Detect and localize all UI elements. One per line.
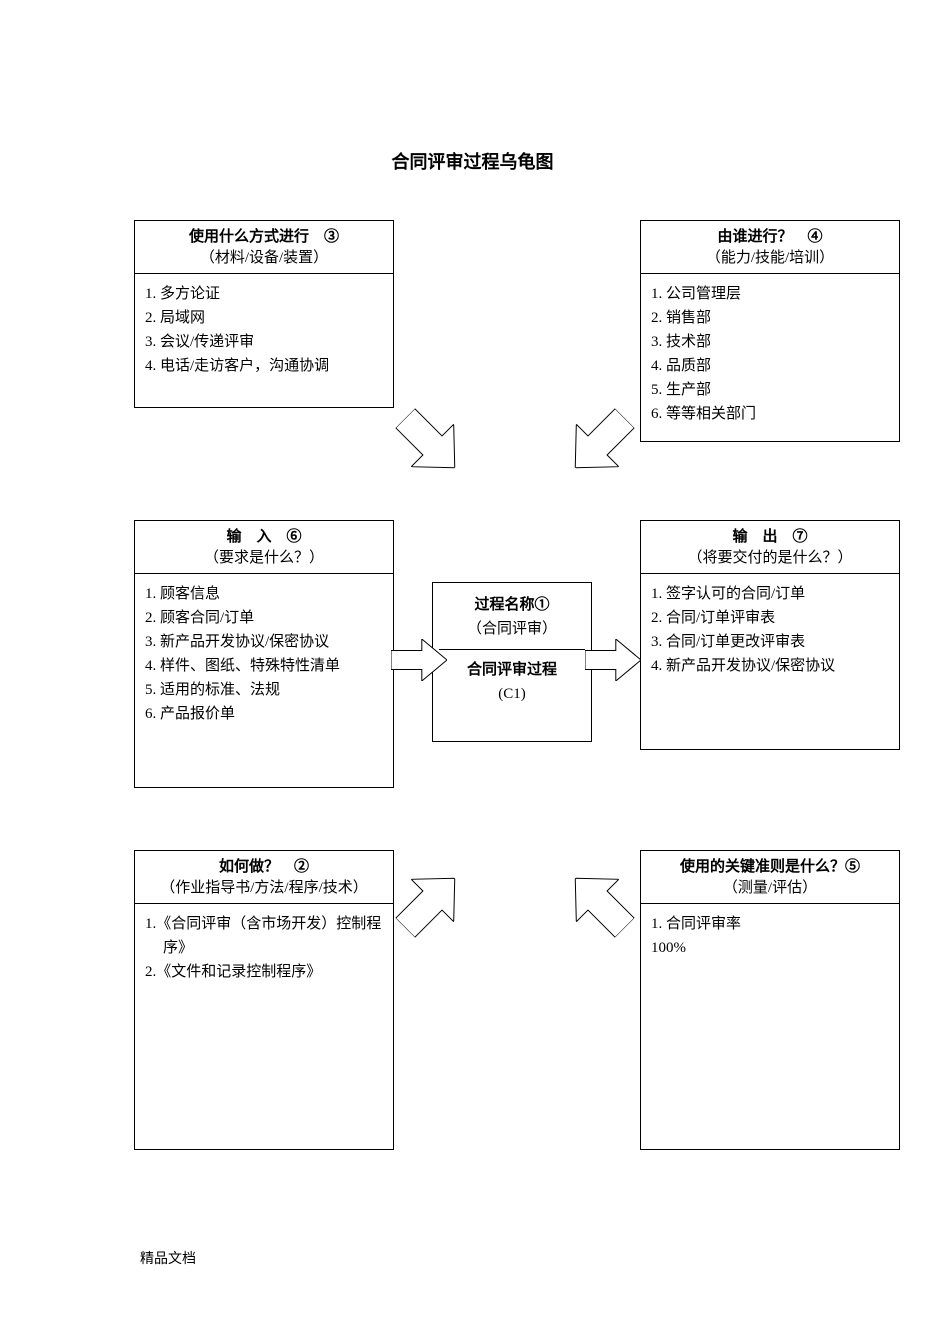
box-criteria-body: 1. 合同评审率100%	[641, 904, 899, 968]
list-item: 1. 顾客信息	[145, 582, 383, 606]
list-item: 1. 签字认可的合同/订单	[651, 582, 889, 606]
center-divider	[439, 649, 585, 650]
box-center-process: 过程名称① （合同评审） 合同评审过程 (C1)	[432, 582, 592, 742]
list-item: 2. 顾客合同/订单	[145, 606, 383, 630]
list-item: 2. 局域网	[145, 306, 383, 330]
box-input-title: 输 入 ⑥	[139, 527, 389, 548]
center-line2: （合同评审）	[439, 617, 585, 641]
list-item: 3. 新产品开发协议/保密协议	[145, 630, 383, 654]
box-input-subtitle: （要求是什么？）	[139, 548, 389, 569]
box-input-header: 输 入 ⑥ （要求是什么？）	[135, 521, 393, 574]
list-item: 1. 多方论证	[145, 282, 383, 306]
list-item: 4. 品质部	[651, 354, 889, 378]
box-criteria-title: 使用的关键准则是什么？⑤	[645, 857, 895, 878]
arrow-criteria-to-center	[554, 857, 646, 949]
list-item: 4. 样件、图纸、特殊特性清单	[145, 654, 383, 678]
box-criteria-header: 使用的关键准则是什么？⑤ （测量/评估）	[641, 851, 899, 904]
center-line1: 过程名称①	[439, 593, 585, 617]
list-item: 5. 适用的标准、法规	[145, 678, 383, 702]
page-title: 合同评审过程乌龟图	[0, 148, 945, 174]
list-item: 6. 产品报价单	[145, 702, 383, 726]
box-criteria-subtitle: （测量/评估）	[645, 878, 895, 899]
list-item: 4. 新产品开发协议/保密协议	[651, 654, 889, 678]
arrow-method-to-center	[384, 397, 476, 489]
center-line3: 合同评审过程	[439, 658, 585, 682]
box-who-subtitle: （能力/技能/培训）	[645, 248, 895, 269]
box-method-title: 使用什么方式进行 ③	[139, 227, 389, 248]
list-item: 1. 合同评审率	[651, 912, 889, 936]
box-how-header: 如何做？ ② （作业指导书/方法/程序/技术）	[135, 851, 393, 904]
box-how-subtitle: （作业指导书/方法/程序/技术）	[139, 878, 389, 899]
box-how-title: 如何做？ ②	[139, 857, 389, 878]
box-output-header: 输 出 ⑦ （将要交付的是什么？）	[641, 521, 899, 574]
list-item: 2. 销售部	[651, 306, 889, 330]
box-who-header: 由谁进行？ ④ （能力/技能/培训）	[641, 221, 899, 274]
box-input-body: 1. 顾客信息2. 顾客合同/订单3. 新产品开发协议/保密协议4. 样件、图纸…	[135, 574, 393, 734]
list-item: 2.《文件和记录控制程序》	[145, 960, 383, 984]
box-output: 输 出 ⑦ （将要交付的是什么？） 1. 签字认可的合同/订单2. 合同/订单评…	[640, 520, 900, 750]
arrow-input-to-center	[391, 639, 447, 681]
list-item: 5. 生产部	[651, 378, 889, 402]
box-who-title: 由谁进行？ ④	[645, 227, 895, 248]
box-method: 使用什么方式进行 ③ （材料/设备/装置） 1. 多方论证2. 局域网3. 会议…	[134, 220, 394, 408]
box-how-body: 1.《合同评审（含市场开发）控制程序》2.《文件和记录控制程序》	[135, 904, 393, 992]
list-item: 2. 合同/订单评审表	[651, 606, 889, 630]
box-how: 如何做？ ② （作业指导书/方法/程序/技术） 1.《合同评审（含市场开发）控制…	[134, 850, 394, 1150]
box-method-header: 使用什么方式进行 ③ （材料/设备/装置）	[135, 221, 393, 274]
list-item: 6. 等等相关部门	[651, 402, 889, 426]
list-item: 3. 合同/订单更改评审表	[651, 630, 889, 654]
list-item: 3. 会议/传递评审	[145, 330, 383, 354]
box-output-title: 输 出 ⑦	[645, 527, 895, 548]
box-method-body: 1. 多方论证2. 局域网3. 会议/传递评审4. 电话/走访客户，沟通协调	[135, 274, 393, 386]
list-item: 1.《合同评审（含市场开发）控制程序》	[145, 912, 383, 960]
footer-text: 精品文档	[140, 1248, 196, 1268]
center-line4: (C1)	[439, 682, 585, 706]
list-item: 1. 公司管理层	[651, 282, 889, 306]
box-output-subtitle: （将要交付的是什么？）	[645, 548, 895, 569]
box-who-body: 1. 公司管理层2. 销售部3. 技术部4. 品质部5. 生产部6. 等等相关部…	[641, 274, 899, 434]
box-output-body: 1. 签字认可的合同/订单2. 合同/订单评审表3. 合同/订单更改评审表4. …	[641, 574, 899, 686]
list-item: 4. 电话/走访客户，沟通协调	[145, 354, 383, 378]
box-method-subtitle: （材料/设备/装置）	[139, 248, 389, 269]
box-input: 输 入 ⑥ （要求是什么？） 1. 顾客信息2. 顾客合同/订单3. 新产品开发…	[134, 520, 394, 788]
arrow-how-to-center	[384, 857, 476, 949]
list-item: 100%	[651, 936, 889, 960]
arrow-center-to-output	[585, 639, 641, 681]
box-who: 由谁进行？ ④ （能力/技能/培训） 1. 公司管理层2. 销售部3. 技术部4…	[640, 220, 900, 442]
box-criteria: 使用的关键准则是什么？⑤ （测量/评估） 1. 合同评审率100%	[640, 850, 900, 1150]
arrow-who-to-center	[554, 397, 646, 489]
list-item: 3. 技术部	[651, 330, 889, 354]
